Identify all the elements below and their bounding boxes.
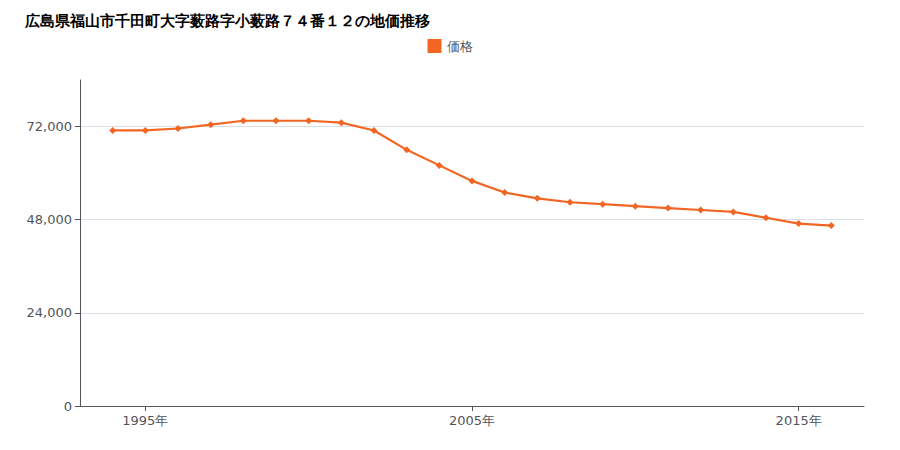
svg-text:24,000: 24,000 [27, 305, 73, 320]
svg-text:1995年: 1995年 [122, 413, 168, 428]
svg-text:0: 0 [64, 399, 72, 414]
svg-text:72,000: 72,000 [27, 119, 73, 134]
svg-text:価格: 価格 [447, 39, 473, 54]
svg-text:48,000: 48,000 [27, 212, 73, 227]
svg-text:広島県福山市千田町大字薮路字小薮路７４番１２の地価推移: 広島県福山市千田町大字薮路字小薮路７４番１２の地価推移 [24, 12, 430, 30]
svg-text:2015年: 2015年 [776, 413, 822, 428]
svg-text:2005年: 2005年 [449, 413, 495, 428]
